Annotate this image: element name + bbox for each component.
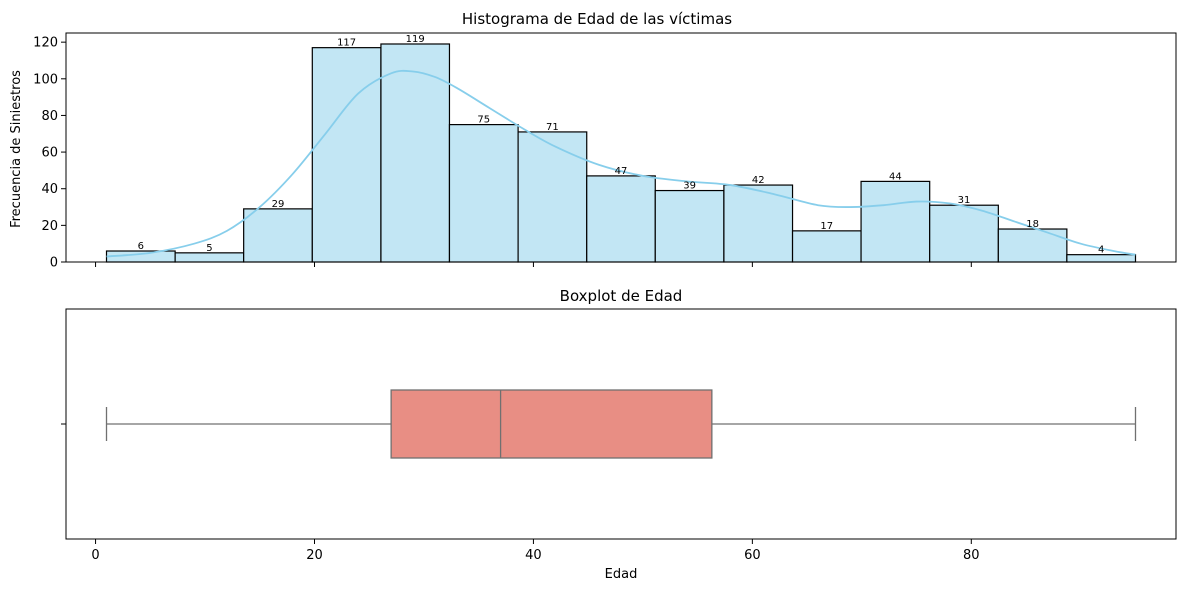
histogram-y-axis-label: Frecuencia de Siniestros bbox=[9, 70, 24, 228]
histogram-kde-curve-group bbox=[106, 69, 1136, 258]
histogram-bar-label: 47 bbox=[615, 166, 628, 177]
histogram-bar bbox=[517, 131, 588, 263]
histogram-bar-label: 39 bbox=[683, 181, 696, 192]
histogram-bar-label: 42 bbox=[752, 175, 765, 186]
boxplot-x-tick-label: 80 bbox=[963, 548, 980, 563]
histogram-bar bbox=[174, 252, 245, 263]
histogram-y-tick-label: 20 bbox=[41, 219, 58, 234]
histogram-bar-label: 119 bbox=[406, 34, 425, 45]
histogram-bar-label: 6 bbox=[138, 241, 144, 252]
histogram-bar bbox=[723, 184, 794, 263]
histogram-bar bbox=[243, 208, 313, 263]
histogram-x-ticks bbox=[95, 262, 972, 267]
histogram-bar-label: 18 bbox=[1026, 219, 1039, 230]
boxplot-x-tick-label: 0 bbox=[91, 548, 99, 563]
histogram-y-tick-label: 60 bbox=[41, 146, 58, 161]
histogram-bar bbox=[448, 123, 519, 263]
histogram-plot-frame bbox=[65, 32, 1177, 263]
boxplot-x-tick-label: 40 bbox=[525, 548, 542, 563]
histogram-bar bbox=[791, 230, 862, 263]
histogram-bar-label: 4 bbox=[1098, 245, 1104, 256]
histogram-bar-labels: 6 5 29 117 119 75 71 47 39 42 17 44 31 18 4 bbox=[138, 34, 1105, 256]
histogram-bar-label: 117 bbox=[337, 38, 356, 49]
histogram-bar bbox=[311, 47, 382, 263]
histogram-bars bbox=[105, 43, 1137, 263]
histogram-title: Histograma de Edad de las víctimas bbox=[462, 10, 732, 28]
boxplot-x-tick-label: 60 bbox=[744, 548, 761, 563]
histogram-bar-label: 71 bbox=[546, 122, 559, 133]
histogram-y-tick-label: 0 bbox=[50, 256, 58, 271]
kde-curve bbox=[106, 69, 1136, 258]
histogram-y-tick-label: 120 bbox=[33, 36, 58, 51]
histogram-bar-label: 17 bbox=[820, 221, 833, 232]
histogram-bar-label: 75 bbox=[477, 115, 490, 126]
histogram-bar bbox=[997, 228, 1068, 263]
histogram-bar-label: 5 bbox=[206, 243, 212, 254]
boxplot-x-axis-label: Edad bbox=[605, 567, 638, 582]
histogram-bar-label: 31 bbox=[958, 195, 971, 206]
histogram-y-ticks: 0 20 40 60 80 100 120 bbox=[33, 36, 66, 271]
histogram-bar bbox=[929, 204, 999, 263]
boxplot-plot-frame bbox=[65, 308, 1177, 540]
histogram-y-tick-label: 100 bbox=[33, 72, 58, 87]
histogram-y-tick-label: 80 bbox=[41, 109, 58, 124]
histogram-bar bbox=[586, 175, 656, 263]
histogram-bar bbox=[380, 43, 451, 263]
histogram-y-tick-label: 40 bbox=[41, 182, 58, 197]
boxplot-x-ticks: 0 20 40 60 80 bbox=[91, 539, 980, 563]
histogram-bar bbox=[860, 180, 931, 263]
boxplot-title: Boxplot de Edad bbox=[560, 287, 683, 305]
boxplot-group bbox=[105, 389, 1137, 459]
histogram-bar bbox=[1066, 254, 1137, 263]
boxplot-box bbox=[390, 389, 713, 459]
histogram-bar bbox=[654, 189, 725, 263]
histogram-bar-label: 29 bbox=[272, 199, 285, 210]
boxplot-x-tick-label: 20 bbox=[306, 548, 323, 563]
histogram-bar-label: 44 bbox=[889, 171, 902, 182]
